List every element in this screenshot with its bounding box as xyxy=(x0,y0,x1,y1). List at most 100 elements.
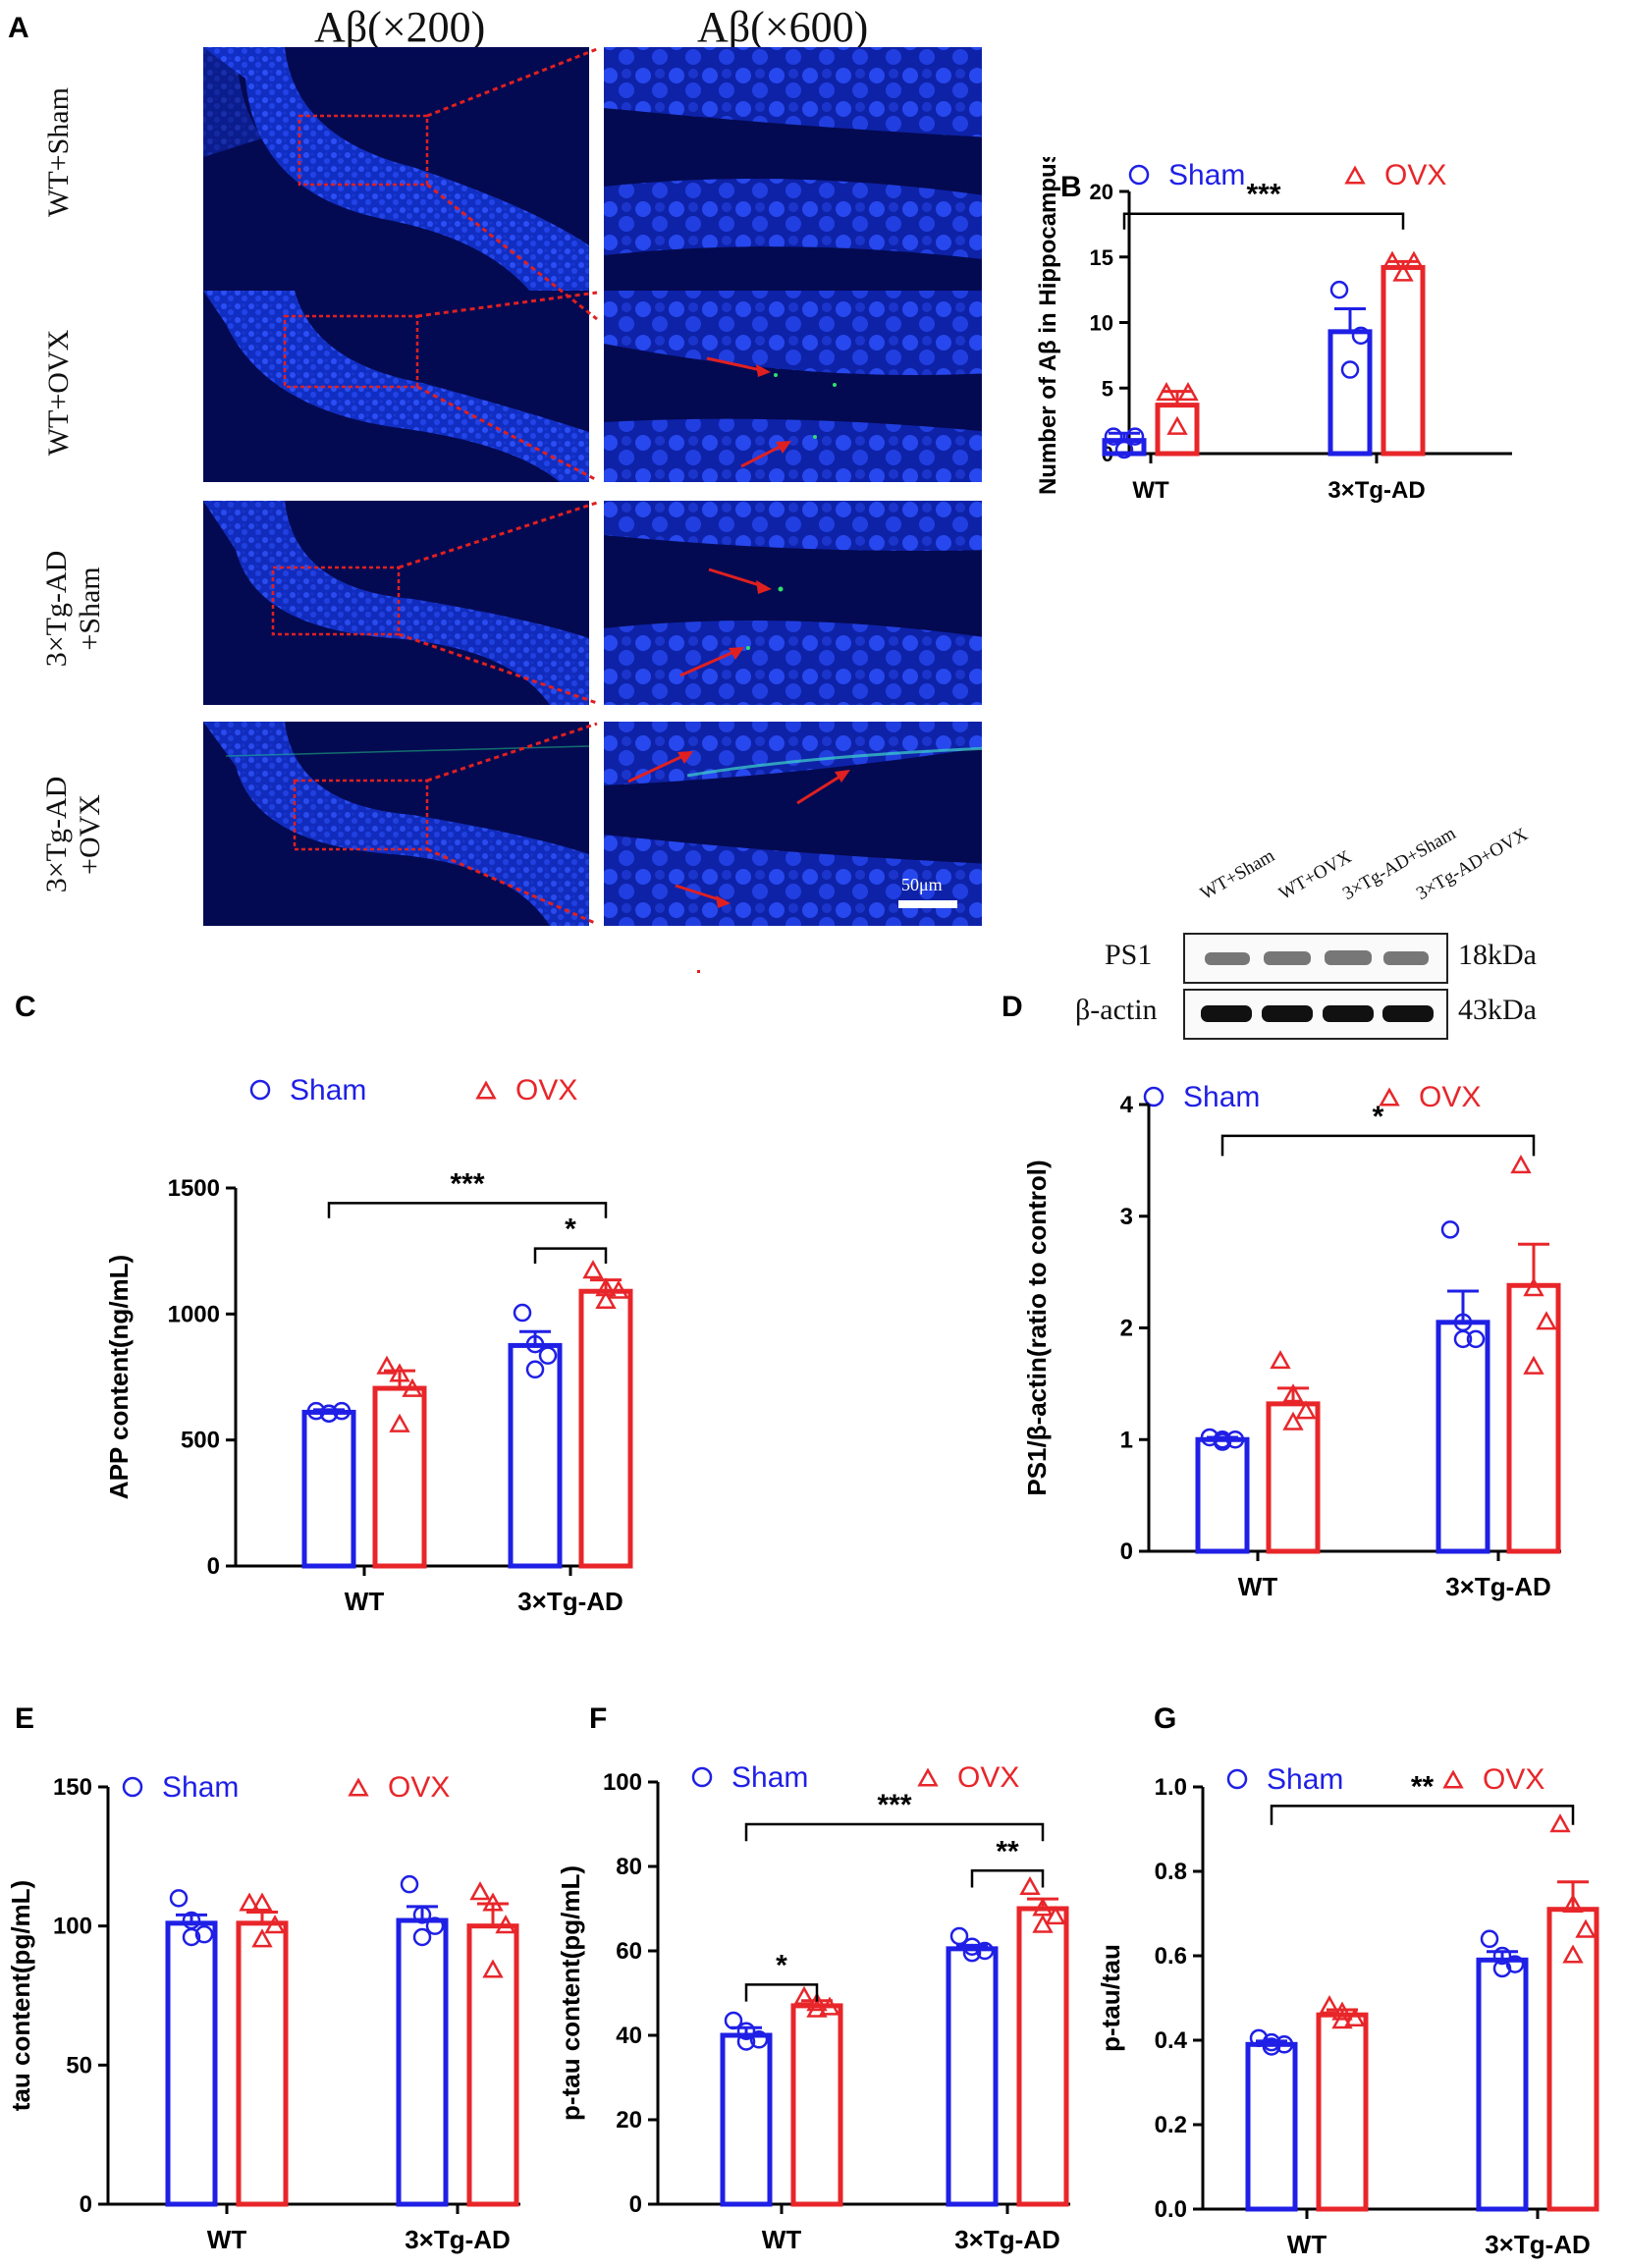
micro-tg-sham-600 xyxy=(604,501,982,705)
x-tick-label: WT xyxy=(1238,1572,1278,1601)
micro-tg-ovx-600 xyxy=(604,722,982,926)
legend: Sham OVX xyxy=(1128,159,1446,191)
bar-ovx-0 xyxy=(236,1920,289,2207)
data-point xyxy=(819,1996,840,2016)
panel-label: D xyxy=(1002,991,1023,1023)
y-tick-label: 0.8 xyxy=(1155,1859,1187,1885)
micro-wt-sham-200 xyxy=(203,47,589,320)
data-point xyxy=(1403,250,1425,270)
y-tick-label: 4 xyxy=(1120,1092,1134,1118)
bar-sham-0 xyxy=(1195,1436,1250,1554)
wb-bands xyxy=(1183,933,1448,1040)
legend: Sham OVX xyxy=(691,1761,1019,1794)
significance-label: *** xyxy=(877,1789,911,1821)
legend-sham-marker xyxy=(1226,1768,1248,1790)
chart-f: F Sham OVX 0 20 40 60 80 100 p-tau content(pg/mL)… xyxy=(556,1702,1070,2254)
legend-sham-marker xyxy=(122,1776,143,1798)
bar-ovx-1 xyxy=(1016,1906,1069,2207)
data-point xyxy=(402,1377,423,1397)
y-tick-label: 100 xyxy=(53,1914,92,1940)
y-tick-label: 3 xyxy=(1120,1204,1133,1230)
significance-label: ** xyxy=(1411,1770,1435,1803)
legend-sham-label: Sham xyxy=(1168,159,1245,191)
y-tick-label: 0 xyxy=(80,2191,92,2218)
data-point xyxy=(1104,427,1123,446)
data-point xyxy=(412,1906,432,1924)
data-point xyxy=(962,1937,982,1956)
y-tick-label: 0 xyxy=(1120,1539,1133,1565)
panel-label: C xyxy=(15,991,36,1023)
data-point xyxy=(1505,1955,1525,1973)
data-point xyxy=(239,1892,260,1912)
micro-wt-ovx-600 xyxy=(604,291,982,482)
legend-ovx-marker xyxy=(1379,1087,1400,1107)
significance-label: *** xyxy=(1246,179,1280,211)
significance-bracket xyxy=(1220,1134,1536,1157)
legend-sham-label: Sham xyxy=(1267,1763,1343,1796)
data-point xyxy=(793,1985,815,2005)
data-point xyxy=(425,1917,445,1935)
data-point xyxy=(724,2011,743,2030)
y-tick-label: 0.4 xyxy=(1155,2027,1188,2054)
data-point xyxy=(1225,1431,1245,1449)
panel-label: B xyxy=(1060,171,1082,203)
bar-sham-1 xyxy=(508,1342,563,1569)
legend: Sham OVX xyxy=(1143,1081,1481,1113)
data-point xyxy=(1510,1155,1532,1174)
significance-bracket xyxy=(744,1983,819,2002)
panel-label: G xyxy=(1154,1702,1176,1735)
legend-ovx-label: OVX xyxy=(1384,159,1446,191)
y-axis-label: p-tau content(pg/mL) xyxy=(556,1865,585,2121)
y-axis-label: tau content(pg/mL) xyxy=(6,1880,35,2111)
data-point xyxy=(332,1401,352,1421)
significance-bracket xyxy=(744,1822,1045,1842)
bar-sham-1 xyxy=(1327,329,1373,457)
legend-ovx-label: OVX xyxy=(515,1074,577,1107)
data-point xyxy=(525,1334,545,1354)
legend-ovx-label: OVX xyxy=(1419,1081,1481,1113)
y-tick-label: 40 xyxy=(616,2023,642,2049)
x-tick-label: 3×Tg-AD xyxy=(405,2225,511,2254)
bar-ovx-0 xyxy=(1316,2012,1369,2212)
y-tick-label: 0.0 xyxy=(1155,2196,1187,2223)
wb-lane-1: WT+Sham xyxy=(1197,845,1278,905)
data-point xyxy=(1575,1918,1597,1938)
data-point xyxy=(482,1892,504,1912)
x-tick-label: WT xyxy=(1132,477,1169,504)
data-point xyxy=(1270,1350,1291,1370)
significance-bracket xyxy=(327,1202,608,1218)
data-point xyxy=(412,1927,432,1947)
data-point xyxy=(1329,280,1349,299)
data-point xyxy=(1523,1355,1544,1375)
legend-ovx-marker xyxy=(1442,1769,1464,1789)
data-point xyxy=(469,1881,491,1901)
data-point xyxy=(962,1943,982,1963)
significance-bracket xyxy=(1122,212,1405,230)
x-tick-label: 3×Tg-AD xyxy=(954,2225,1060,2254)
y-tick-label: 5 xyxy=(1102,376,1113,401)
data-point xyxy=(749,2030,769,2049)
data-point xyxy=(1480,1929,1499,1949)
x-tick-label: 3×Tg-AD xyxy=(1445,1572,1551,1601)
y-tick-label: 0.6 xyxy=(1155,1943,1187,1970)
bar-ovx-0 xyxy=(372,1385,427,1569)
data-point xyxy=(595,1289,617,1310)
wb-size-actin: 43kDa xyxy=(1458,994,1537,1026)
stray-mark xyxy=(697,970,700,973)
legend-sham-label: Sham xyxy=(162,1771,239,1804)
data-point xyxy=(525,1360,545,1379)
y-tick-label: 1.0 xyxy=(1155,1774,1187,1801)
significance-bracket xyxy=(970,1869,1045,1888)
data-point xyxy=(400,1874,419,1894)
legend-sham-marker xyxy=(691,1766,713,1788)
legend-ovx-marker xyxy=(917,1767,939,1787)
micro-tg-sham-200 xyxy=(203,501,589,705)
legend: Sham OVX xyxy=(1226,1763,1544,1796)
data-point xyxy=(608,1279,629,1299)
chart-c: C Sham OVX 0 500 1000 1500 APP content(ng/mL) WT… xyxy=(15,991,633,1615)
panel-label: F xyxy=(589,1702,607,1735)
data-point xyxy=(1351,326,1371,346)
bar-ovx-0 xyxy=(1266,1401,1321,1554)
bar-ovx-1 xyxy=(1506,1282,1561,1554)
